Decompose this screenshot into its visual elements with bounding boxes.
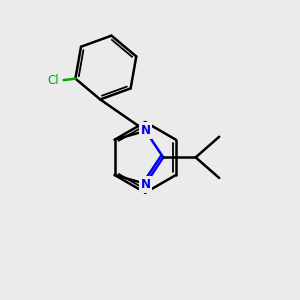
Text: N: N (141, 178, 151, 191)
Text: N: N (141, 178, 151, 191)
Text: N: N (141, 124, 151, 137)
Text: N: N (141, 124, 151, 137)
Text: Cl: Cl (48, 74, 59, 87)
